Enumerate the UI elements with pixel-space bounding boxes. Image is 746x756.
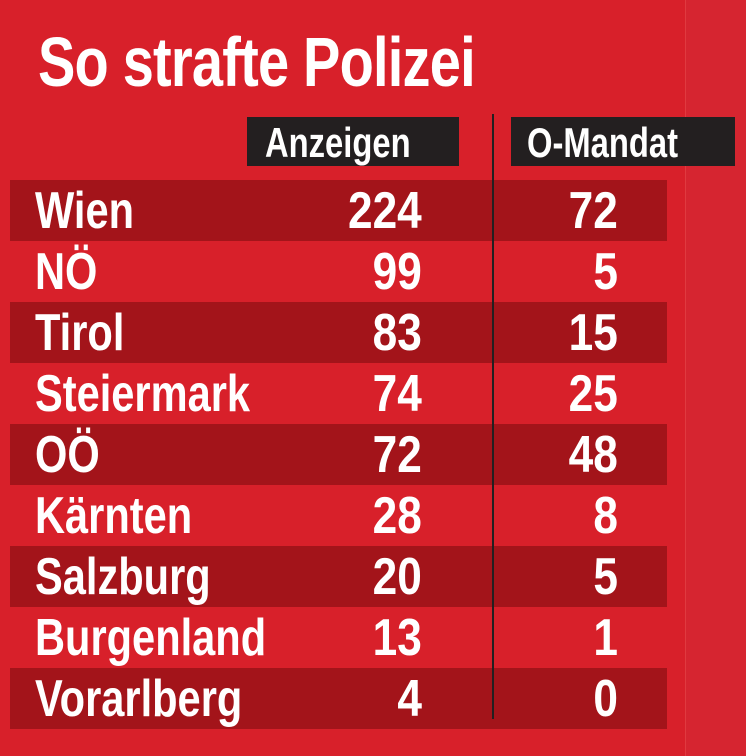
table-row: Kärnten 28 8 [10, 485, 667, 546]
anzeigen-value: 4 [397, 670, 422, 728]
row-label: Tirol [35, 304, 125, 362]
right-band [685, 0, 746, 756]
column-header-label: O-Mandat [527, 119, 679, 166]
o-mandat-value: 8 [593, 487, 618, 545]
row-label: Steiermark [35, 365, 251, 423]
row-label: Kärnten [35, 487, 193, 545]
o-mandat-value: 1 [593, 609, 618, 667]
anzeigen-value: 72 [372, 426, 422, 484]
table-row: Vorarlberg 4 0 [10, 668, 667, 729]
o-mandat-value: 72 [568, 182, 618, 240]
table-row: Steiermark 74 25 [10, 363, 667, 424]
row-label: Salzburg [35, 548, 211, 606]
column-header-anzeigen: Anzeigen [247, 117, 459, 166]
table-row: NÖ 99 5 [10, 241, 667, 302]
table-row: Wien 224 72 [10, 180, 667, 241]
anzeigen-value: 74 [372, 365, 422, 423]
anzeigen-value: 224 [348, 182, 422, 240]
row-label: Burgenland [35, 609, 267, 667]
column-header-o-mandat: O-Mandat [511, 117, 735, 166]
anzeigen-value: 28 [372, 487, 422, 545]
anzeigen-value: 20 [372, 548, 422, 606]
o-mandat-value: 25 [568, 365, 618, 423]
table-row: OÖ 72 48 [10, 424, 667, 485]
anzeigen-value: 13 [372, 609, 422, 667]
anzeigen-value: 99 [372, 243, 422, 301]
table-row: Salzburg 20 5 [10, 546, 667, 607]
o-mandat-value: 15 [568, 304, 618, 362]
column-header-label: Anzeigen [265, 119, 411, 166]
page-title: So strafte Polizei [38, 23, 476, 101]
row-label: OÖ [35, 426, 100, 484]
o-mandat-value: 48 [568, 426, 618, 484]
row-label: NÖ [35, 243, 98, 301]
o-mandat-value: 0 [593, 670, 618, 728]
table-row: Tirol 83 15 [10, 302, 667, 363]
anzeigen-value: 83 [372, 304, 422, 362]
o-mandat-value: 5 [593, 243, 618, 301]
table-row: Burgenland 13 1 [10, 607, 667, 668]
column-divider [492, 114, 494, 719]
row-label: Wien [35, 182, 135, 240]
o-mandat-value: 5 [593, 548, 618, 606]
row-label: Vorarlberg [35, 670, 243, 728]
